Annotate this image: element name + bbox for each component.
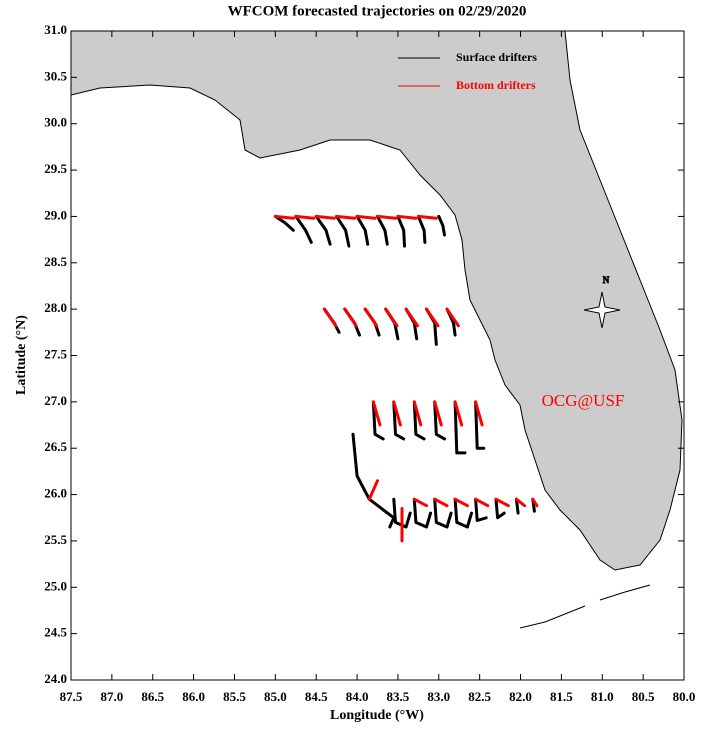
y-tick-label: 26.5: [44, 439, 67, 454]
compass: N: [583, 275, 621, 329]
x-tick-label: 85.5: [223, 689, 246, 704]
compass-label: N: [603, 275, 610, 285]
y-tick-label: 28.0: [44, 300, 67, 315]
x-tick-label: 83.5: [387, 689, 410, 704]
y-tick-label: 25.0: [44, 578, 67, 593]
annotation: OCG@USF: [542, 391, 625, 410]
x-tick-label: 85.0: [264, 689, 287, 704]
land: [70, 30, 683, 571]
x-tick-label: 82.5: [468, 689, 491, 704]
x-tick-label: 87.0: [100, 689, 123, 704]
x-tick-label: 84.0: [346, 689, 369, 704]
x-tick-label: 82.0: [509, 689, 532, 704]
chart-title: WFCOM forecasted trajectories on 02/29/2…: [228, 3, 527, 19]
y-tick-label: 29.5: [44, 161, 67, 176]
y-axis-label: Latitude (°N): [14, 315, 29, 395]
y-tick-label: 27.5: [44, 346, 67, 361]
trajectory: [273, 214, 539, 543]
x-tick-label: 86.0: [182, 689, 205, 704]
x-tick-label: 83.0: [427, 689, 450, 704]
legend-label: Bottom drifters: [456, 78, 536, 92]
x-tick-label: 84.5: [305, 689, 328, 704]
y-tick-label: 31.0: [44, 22, 67, 37]
x-tick-label: 87.5: [60, 689, 83, 704]
y-tick-label: 24.5: [44, 625, 67, 640]
legend-label: Surface drifters: [456, 50, 537, 64]
x-tick-label: 80.5: [632, 689, 655, 704]
x-tick-label: 80.0: [673, 689, 696, 704]
y-tick-label: 26.0: [44, 486, 67, 501]
y-tick-label: 28.5: [44, 254, 67, 269]
x-tick-label: 81.0: [591, 689, 614, 704]
y-tick-label: 29.0: [44, 207, 67, 222]
x-axis-label: Longitude (°W): [330, 708, 424, 723]
y-tick-label: 27.0: [44, 393, 67, 408]
x-tick-label: 86.5: [141, 689, 164, 704]
y-tick-label: 30.0: [44, 115, 67, 130]
keys: [519, 584, 651, 629]
y-tick-label: 24.0: [44, 671, 67, 686]
x-tick-label: 81.5: [550, 689, 573, 704]
y-tick-label: 25.5: [44, 532, 67, 547]
y-tick-label: 30.5: [44, 68, 67, 83]
